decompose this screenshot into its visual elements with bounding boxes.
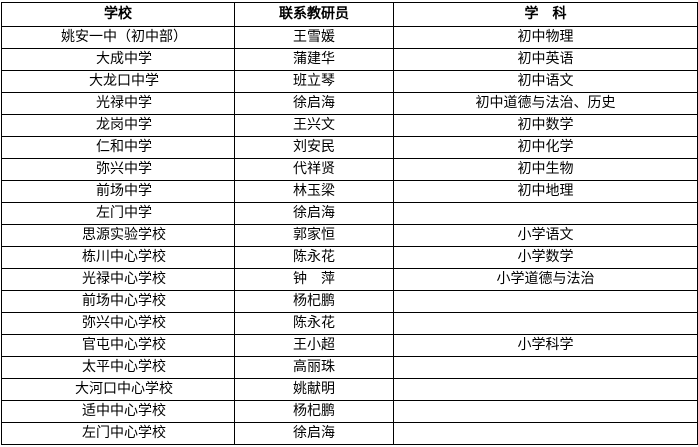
table-row: 左门中学 徐启海 [1, 202, 698, 225]
table-cell: 王兴文 [234, 114, 394, 137]
table-cell [393, 400, 698, 423]
table-cell: 徐启海 [234, 422, 394, 445]
table-row: 光禄中心学校钟 萍小学道德与法治 [1, 268, 698, 291]
table-cell [393, 202, 698, 225]
table-cell: 初中道德与法治、历史 [393, 92, 698, 115]
table-cell: 姚安一中（初中部） [1, 26, 235, 49]
table-cell: 刘安民 [234, 136, 394, 159]
table-cell: 栋川中心学校 [1, 246, 235, 269]
table-cell: 弥兴中学 [1, 158, 235, 181]
table-cell: 太平中心学校 [1, 356, 235, 379]
table-row: 栋川中心学校 陈永花 小学数学 [1, 246, 698, 269]
table-row: 龙岗中学 王兴文 初中数学 [1, 114, 698, 137]
table-cell: 思源实验学校 [1, 224, 235, 247]
table-cell [393, 378, 698, 401]
table-cell: 高丽珠 [234, 356, 394, 379]
table-cell: 小学数学 [393, 246, 698, 269]
table-row: 弥兴中学 代祥贤 初中生物 [1, 158, 698, 181]
table-cell: 代祥贤 [234, 158, 394, 181]
table-cell: 徐启海 [234, 92, 394, 115]
table-cell: 光禄中心学校 [1, 268, 235, 291]
table-cell: 初中英语 [393, 48, 698, 71]
table-cell: 适中中心学校 [1, 400, 235, 423]
table-row: 左门中心学校 徐启海 [1, 422, 698, 445]
table-cell: 杨杞鹏 [234, 400, 394, 423]
table-row: 弥兴中心学校 陈永花 [1, 312, 698, 335]
table-cell: 初中地理 [393, 180, 698, 203]
table-cell: 姚献明 [234, 378, 394, 401]
table-cell: 初中化学 [393, 136, 698, 159]
table-cell: 小学语文 [393, 224, 698, 247]
table-cell [393, 422, 698, 445]
table-cell: 班立琴 [234, 70, 394, 93]
table-row: 光禄中学 徐启海 初中道德与法治、历史 [1, 92, 698, 115]
table-cell: 王雪媛 [234, 26, 394, 49]
header-cell: 联系教研员 [234, 2, 394, 27]
table-row: 前场中学 林玉梁 初中地理 [1, 180, 698, 203]
table-cell: 林玉梁 [234, 180, 394, 203]
table-cell: 初中语文 [393, 70, 698, 93]
table-cell: 陈永花 [234, 312, 394, 335]
table-row: 官屯中心学校 王小超 小学科学 [1, 334, 698, 357]
table-cell: 仁和中学 [1, 136, 235, 159]
table-cell [393, 290, 698, 313]
table-row: 适中中心学校 杨杞鹏 [1, 400, 698, 423]
table-row: 太平中心学校 高丽珠 [1, 356, 698, 379]
table-cell: 龙岗中学 [1, 114, 235, 137]
table-cell [393, 356, 698, 379]
table-cell: 蒲建华 [234, 48, 394, 71]
table-cell: 郭家恒 [234, 224, 394, 247]
table-row: 仁和中学 刘安民 初中化学 [1, 136, 698, 159]
table-row: 大龙口中学 班立琴 初中语文 [1, 70, 698, 93]
table-cell: 王小超 [234, 334, 394, 357]
header-cell: 学 科 [393, 2, 698, 27]
table-cell: 初中数学 [393, 114, 698, 137]
table-row: 大河口中心学校 姚献明 [1, 378, 698, 401]
table-cell: 大成中学 [1, 48, 235, 71]
table-cell: 陈永花 [234, 246, 394, 269]
table-row: 思源实验学校 郭家恒 小学语文 [1, 224, 698, 247]
table-row: 大成中学 蒲建华 初中英语 [1, 48, 698, 71]
table-cell: 前场中心学校 [1, 290, 235, 313]
table-cell: 弥兴中心学校 [1, 312, 235, 335]
table-cell: 初中物理 [393, 26, 698, 49]
header-row: 学校 联系教研员学 科 [1, 2, 698, 27]
table-cell: 钟 萍 [234, 268, 394, 291]
table-cell: 左门中学 [1, 202, 235, 225]
table-cell: 左门中心学校 [1, 422, 235, 445]
table-cell: 小学道德与法治 [393, 268, 698, 291]
table-row: 姚安一中（初中部） 王雪媛 初中物理 [1, 26, 698, 49]
table-cell: 光禄中学 [1, 92, 235, 115]
table-cell: 杨杞鹏 [234, 290, 394, 313]
table-cell [393, 312, 698, 335]
table-cell: 前场中学 [1, 180, 235, 203]
header-cell: 学校 [1, 2, 235, 27]
table-cell: 初中生物 [393, 158, 698, 181]
table-cell: 官屯中心学校 [1, 334, 235, 357]
table-row: 前场中心学校 杨杞鹏 [1, 290, 698, 313]
table-cell: 徐启海 [234, 202, 394, 225]
table-cell: 大河口中心学校 [1, 378, 235, 401]
table-cell: 小学科学 [393, 334, 698, 357]
table-cell: 大龙口中学 [1, 70, 235, 93]
